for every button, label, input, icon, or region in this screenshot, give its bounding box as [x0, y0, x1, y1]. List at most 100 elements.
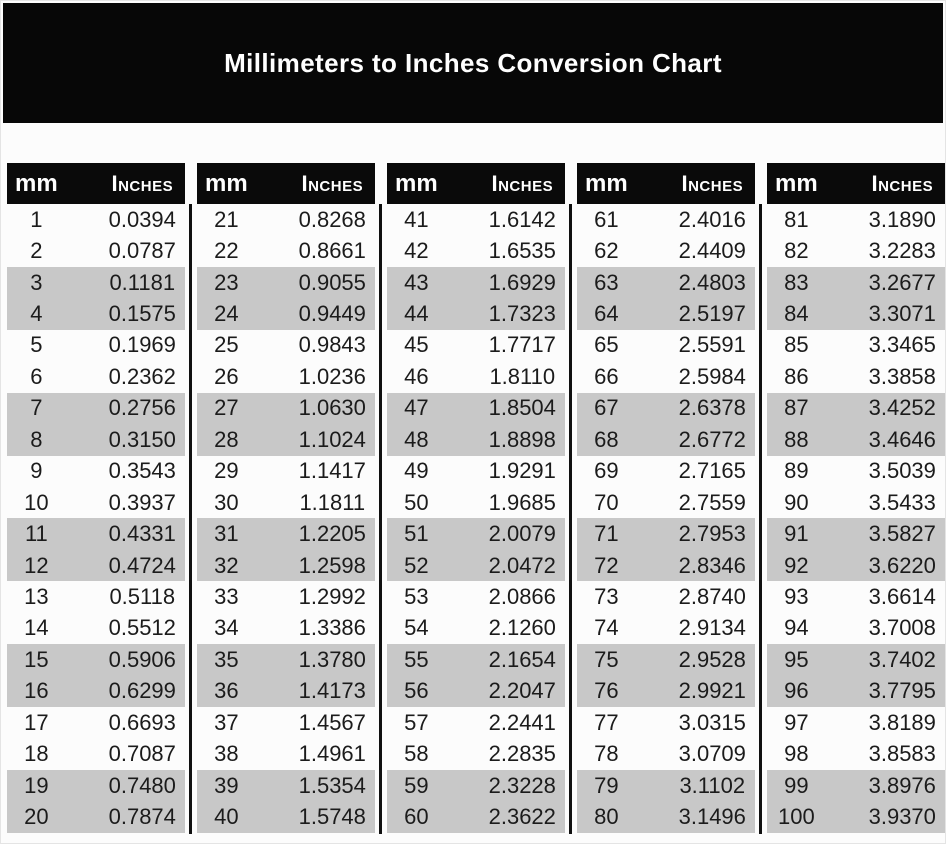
- mm-value: 48: [404, 426, 429, 452]
- table-row: 38 1.4961: [197, 738, 375, 769]
- table-row: 15 0.5906: [7, 644, 185, 676]
- mm-value: 71: [594, 521, 619, 547]
- mm-value: 1: [30, 206, 43, 232]
- table-row: 45 1.7717: [387, 330, 565, 361]
- inches-value: 3.5433: [868, 489, 936, 515]
- inches-value: 0.7087: [108, 741, 176, 767]
- inches-value: 1.1811: [299, 489, 366, 515]
- table-row: 25 0.9843: [197, 330, 375, 361]
- mm-value: 66: [594, 363, 619, 389]
- table-row: 75 2.9528: [577, 644, 755, 676]
- table-row: 92 3.6220: [767, 549, 945, 582]
- table-row: 86 3.3858: [767, 361, 945, 392]
- mm-value: 62: [594, 238, 619, 264]
- inches-value: 2.9921: [678, 678, 746, 704]
- mm-value: 73: [594, 583, 619, 609]
- inches-value: 2.1260: [488, 615, 556, 641]
- inches-value: 1.0630: [298, 395, 366, 421]
- table-row: 64 2.5197: [577, 298, 755, 330]
- column-divider: [755, 163, 767, 834]
- column-divider: [375, 163, 387, 834]
- inches-value: 2.4409: [678, 238, 746, 264]
- inches-value: 2.7559: [678, 489, 746, 515]
- table-row: 21 0.8268: [197, 204, 375, 235]
- table-row: 19 0.7480: [7, 769, 185, 802]
- mm-value: 46: [404, 363, 429, 389]
- mm-value: 57: [404, 709, 429, 735]
- conversion-table: mm Inches 1 0.0394 2 0.0787 3 0.1181 4 0.1575 5 0…: [7, 163, 945, 834]
- mm-value: 54: [404, 615, 429, 641]
- table-row: 49 1.9291: [387, 456, 565, 487]
- inches-value: 2.0472: [488, 552, 556, 578]
- table-row: 30 1.1811: [197, 487, 375, 518]
- inches-value: 1.8898: [488, 426, 556, 452]
- table-rows: 21 0.8268 22 0.8661 23 0.9055 24 0.9449 25 0.9843…: [197, 204, 375, 833]
- table-row: 65 2.5591: [577, 330, 755, 361]
- table-header: mm Inches: [577, 163, 755, 204]
- mm-value: 79: [594, 772, 619, 798]
- inches-value: 0.1575: [108, 301, 176, 327]
- inches-value: 2.8740: [678, 583, 746, 609]
- table-row: 23 0.9055: [197, 266, 375, 299]
- inches-value: 0.6299: [108, 678, 176, 704]
- inches-value: 0.4724: [108, 552, 176, 578]
- inches-value: 0.7874: [108, 804, 176, 830]
- inches-value: 1.4567: [298, 709, 366, 735]
- inches-value: 1.9685: [488, 489, 556, 515]
- mm-value: 31: [214, 521, 239, 547]
- mm-value: 14: [24, 615, 49, 641]
- table-row: 81 3.1890: [767, 204, 945, 235]
- mm-value: 74: [594, 615, 619, 641]
- inches-value: 2.9528: [678, 646, 746, 672]
- inches-value: 1.7323: [488, 301, 556, 327]
- inches-value: 0.2756: [108, 395, 176, 421]
- table-header: mm Inches: [767, 163, 945, 204]
- table-row: 72 2.8346: [577, 549, 755, 582]
- inches-value: 0.4331: [108, 521, 176, 547]
- table-row: 9 0.3543: [7, 456, 185, 487]
- mm-value: 83: [784, 269, 809, 295]
- table-row: 4 0.1575: [7, 298, 185, 330]
- mm-value: 44: [404, 301, 429, 327]
- mm-value: 8: [30, 426, 43, 452]
- table-group-41-60: mm Inches 41 1.6142 42 1.6535 43 1.6929 44 1.73…: [387, 163, 565, 833]
- table-row: 31 1.2205: [197, 518, 375, 550]
- inches-value: 1.1417: [298, 458, 366, 484]
- inches-value: 1.8504: [488, 395, 556, 421]
- mm-value: 67: [594, 395, 619, 421]
- inches-value: 1.8110: [489, 363, 556, 389]
- mm-value: 4: [30, 301, 43, 327]
- table-row: 34 1.3386: [197, 613, 375, 644]
- table-row: 94 3.7008: [767, 613, 945, 644]
- table-row: 10 0.3937: [7, 487, 185, 518]
- table-row: 17 0.6693: [7, 707, 185, 738]
- inches-value: 3.4252: [868, 395, 936, 421]
- mm-value: 56: [404, 678, 429, 704]
- table-row: 70 2.7559: [577, 487, 755, 518]
- table-row: 53 2.0866: [387, 581, 565, 612]
- inches-value: 0.0394: [108, 206, 176, 232]
- table-row: 42 1.6535: [387, 235, 565, 266]
- table-row: 59 2.3228: [387, 769, 565, 802]
- mm-value: 17: [24, 709, 49, 735]
- mm-value: 30: [214, 489, 239, 515]
- table-row: 54 2.1260: [387, 613, 565, 644]
- table-row: 58 2.2835: [387, 738, 565, 769]
- column-header-inches: Inches: [681, 170, 744, 196]
- inches-value: 3.5039: [868, 458, 936, 484]
- mm-value: 33: [214, 583, 239, 609]
- table-header: mm Inches: [387, 163, 565, 204]
- table-row: 77 3.0315: [577, 707, 755, 738]
- table-row: 98 3.8583: [767, 738, 945, 769]
- inches-value: 2.0866: [488, 583, 556, 609]
- mm-value: 12: [24, 552, 49, 578]
- table-row: 48 1.8898: [387, 424, 565, 456]
- mm-value: 43: [404, 269, 429, 295]
- mm-value: 82: [784, 238, 809, 264]
- table-row: 27 1.0630: [197, 392, 375, 425]
- table-row: 37 1.4567: [197, 707, 375, 738]
- inches-value: 1.2992: [298, 583, 366, 609]
- table-group-21-40: mm Inches 21 0.8268 22 0.8661 23 0.9055 24 0.94…: [197, 163, 375, 833]
- table-row: 89 3.5039: [767, 456, 945, 487]
- table-row: 91 3.5827: [767, 518, 945, 550]
